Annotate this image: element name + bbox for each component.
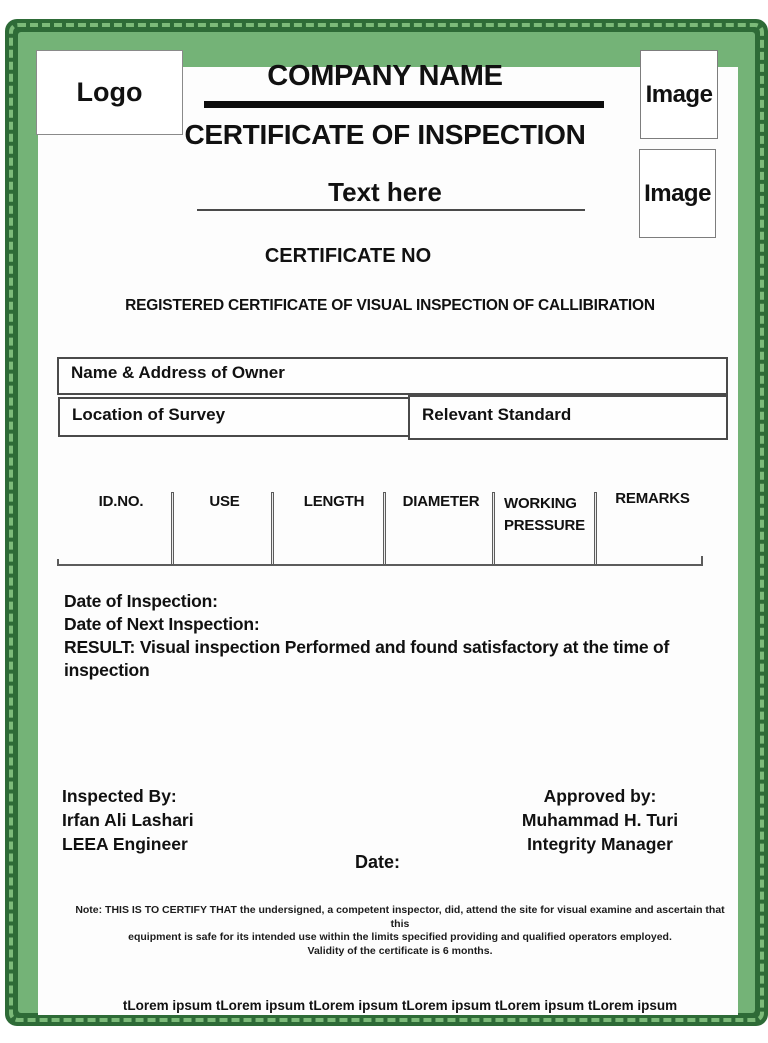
- dashed-border-line: [9, 23, 764, 1022]
- subtitle-underline: [197, 209, 585, 211]
- inspection-dates-block: Date of Inspection: Date of Next Inspect…: [64, 590, 744, 682]
- note-line-2: equipment is safe for its intended use w…: [128, 931, 672, 943]
- certificate-no-heading: CERTIFICATE NO: [264, 245, 432, 267]
- column-header-working-pressure: WORKING PRESSURE: [504, 495, 585, 534]
- column-divider: [171, 492, 174, 565]
- column-header-id-no: ID.NO.: [98, 493, 144, 510]
- logo-placeholder-box: Logo: [36, 50, 183, 135]
- content-area: [38, 67, 738, 1015]
- column-divider: [383, 492, 386, 565]
- company-name-underline: [204, 101, 604, 108]
- location-of-survey-cell: Location of Survey: [58, 397, 410, 437]
- image-placeholder-label: Image: [645, 80, 713, 108]
- note-line-3: Validity of the certificate is 6 months.: [307, 944, 493, 957]
- owner-name-address-cell: Name & Address of Owner: [57, 357, 728, 395]
- result-line: RESULT: Visual inspection Performed and …: [64, 637, 670, 680]
- inspected-by-label: Inspected By:: [62, 786, 177, 806]
- inspected-by-block: Inspected By: Irfan Ali Lashari LEEA Eng…: [62, 784, 362, 856]
- column-header-length: LENGTH: [303, 493, 365, 510]
- company-name-heading: COMPANY NAME: [267, 60, 503, 92]
- approver-title: Integrity Manager: [527, 834, 673, 854]
- columns-bottom-rule: [57, 564, 703, 566]
- date-label: Date:: [354, 852, 400, 872]
- column-divider: [594, 492, 597, 565]
- lorem-line-1: tLorem ipsum tLorem ipsum tLorem ipsum t…: [122, 998, 678, 1013]
- image-placeholder-box-2: Image: [639, 149, 716, 238]
- column-header-diameter: DIAMETER: [402, 493, 480, 510]
- image-placeholder-label: Image: [644, 179, 711, 207]
- certificate-of-inspection-heading: CERTIFICATE OF INSPECTION: [184, 119, 586, 150]
- column-header-remarks: REMARKS: [615, 490, 690, 507]
- certify-note-block: Note: THIS IS TO CERTIFY THAT the unders…: [65, 904, 735, 958]
- subtitle-text-here: Text here: [328, 177, 442, 207]
- approved-by-block: Approved by: Muhammad H. Turi Integrity …: [470, 784, 730, 856]
- date-of-inspection-label: Date of Inspection:: [64, 591, 218, 611]
- note-line-1: Note: THIS IS TO CERTIFY THAT the unders…: [75, 904, 725, 930]
- logo-label: Logo: [76, 77, 143, 107]
- column-divider: [492, 492, 495, 565]
- rule-tick: [701, 556, 703, 566]
- relevant-standard-cell: Relevant Standard: [408, 395, 728, 440]
- date-of-next-inspection-label: Date of Next Inspection:: [64, 614, 260, 634]
- column-divider: [271, 492, 274, 565]
- inspector-name: Irfan Ali Lashari: [62, 810, 194, 830]
- inspector-title: LEEA Engineer: [62, 834, 188, 854]
- approved-by-label: Approved by:: [543, 786, 657, 806]
- column-header-use: USE: [209, 493, 240, 510]
- registered-certificate-line: REGISTERED CERTIFICATE OF VISUAL INSPECT…: [125, 297, 655, 314]
- image-placeholder-box-1: Image: [640, 50, 718, 139]
- approver-name: Muhammad H. Turi: [521, 810, 679, 830]
- rule-tick: [57, 559, 59, 566]
- footer-lorem-block: tLorem ipsum tLorem ipsum tLorem ipsum t…: [65, 956, 735, 1043]
